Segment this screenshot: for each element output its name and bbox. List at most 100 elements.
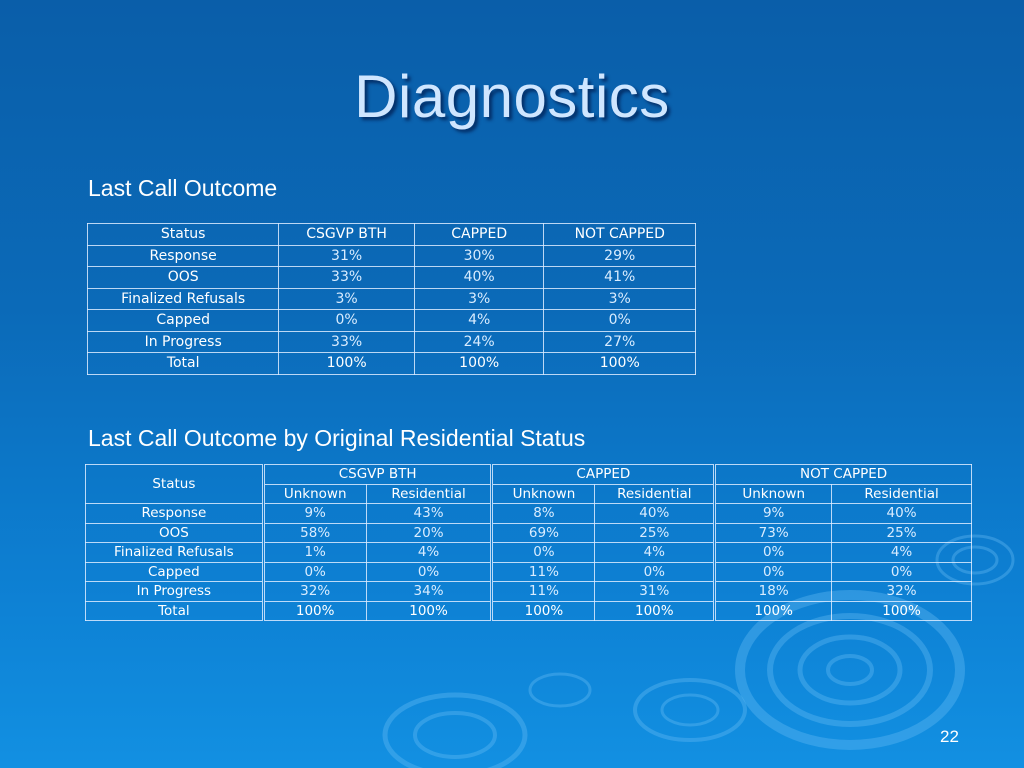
table-cell: 100% — [543, 352, 696, 375]
table-cell: 9% — [713, 503, 833, 524]
table-cell: 100% — [278, 352, 415, 375]
row-label: OOS — [86, 266, 280, 289]
table-cell: 34% — [365, 581, 493, 602]
table-row: Capped 0% 4% 0% — [86, 309, 696, 332]
header-cell: Status — [86, 223, 280, 246]
subheader-cell: Residential — [594, 483, 716, 504]
subheader-cell: Unknown — [713, 483, 833, 504]
table-cell: 0% — [831, 561, 972, 582]
table-cell: 4% — [365, 542, 493, 563]
row-label: Finalized Refusals — [85, 542, 264, 563]
table-cell: 69% — [490, 522, 596, 543]
header-cell: CAPPED — [413, 223, 545, 246]
row-label: Response — [86, 244, 280, 267]
table-cell: 100% — [490, 600, 596, 621]
row-label: Capped — [85, 561, 264, 582]
table-cell: 58% — [261, 522, 367, 543]
table-cell: 25% — [831, 522, 972, 543]
section2-heading: Last Call Outcome by Original Residentia… — [88, 425, 586, 451]
table-cell: 33% — [278, 266, 415, 289]
table-subheader-row: Unknown Residential Unknown Residential … — [86, 483, 972, 504]
table-cell: 3% — [543, 287, 696, 310]
table-cell: 40% — [413, 266, 545, 289]
table-row: Capped 0% 0% 11% 0% 0% 0% — [85, 561, 972, 582]
table-cell: 41% — [543, 266, 696, 289]
table-cell: 100% — [261, 600, 367, 621]
group-header: CAPPED — [490, 464, 716, 485]
table-cell: 100% — [413, 352, 545, 375]
subheader-cell: Unknown — [490, 483, 596, 504]
table-cell: 1% — [261, 542, 367, 563]
table-cell: 3% — [278, 287, 415, 310]
table-row-total: Total 100% 100% 100% — [86, 352, 696, 375]
slide-title: Diagnostics — [354, 63, 670, 130]
group-header: NOT CAPPED — [713, 464, 972, 485]
table-cell: 32% — [261, 581, 367, 602]
table-cell: 0% — [713, 561, 833, 582]
table-cell: 100% — [365, 600, 493, 621]
table-cell: 30% — [413, 244, 545, 267]
table-cell: 3% — [413, 287, 545, 310]
table-cell: 0% — [594, 561, 716, 582]
table-cell: 4% — [413, 309, 545, 332]
table-cell: 9% — [261, 503, 367, 524]
row-label: Finalized Refusals — [86, 287, 280, 310]
table-header-row: Status CSGVP BTH CAPPED NOT CAPPED — [86, 223, 696, 246]
table-row: Response 9% 43% 8% 40% 9% 40% — [85, 503, 972, 524]
table-cell: 31% — [278, 244, 415, 267]
table-row: In Progress 32% 34% 11% 31% 18% 32% — [85, 581, 972, 602]
table-cell: 40% — [594, 503, 716, 524]
table-group-header-row: Status CSGVP BTH CAPPED NOT CAPPED — [85, 464, 972, 504]
table-cell: 33% — [278, 330, 415, 353]
table-cell: 11% — [490, 561, 596, 582]
section1-heading: Last Call Outcome — [88, 175, 278, 201]
table-cell: 31% — [594, 581, 716, 602]
table-cell: 100% — [594, 600, 716, 621]
table-cell: 40% — [831, 503, 972, 524]
table-cell: 0% — [365, 561, 493, 582]
row-label: Response — [85, 503, 264, 524]
table-cell: 43% — [365, 503, 493, 524]
table-cell: 0% — [490, 542, 596, 563]
table-cell: 4% — [594, 542, 716, 563]
row-label: In Progress — [86, 330, 280, 353]
table-cell: 25% — [594, 522, 716, 543]
subheader-cell: Residential — [365, 483, 493, 504]
table-cell: 4% — [831, 542, 972, 563]
table-cell: 18% — [713, 581, 833, 602]
row-label: Total — [86, 352, 280, 375]
table-cell: 20% — [365, 522, 493, 543]
group-header: CSGVP BTH — [261, 464, 493, 485]
header-cell: CSGVP BTH — [278, 223, 415, 246]
table-cell: 100% — [831, 600, 972, 621]
header-cell: NOT CAPPED — [543, 223, 696, 246]
table-row: In Progress 33% 24% 27% — [86, 330, 696, 353]
subheader-cell: Unknown — [261, 483, 367, 504]
table-row: Finalized Refusals 3% 3% 3% — [86, 287, 696, 310]
subheader-cell: Residential — [831, 483, 972, 504]
table-cell: 27% — [543, 330, 696, 353]
page-number: 22 — [940, 727, 959, 746]
table-cell: 32% — [831, 581, 972, 602]
table-row: Finalized Refusals 1% 4% 0% 4% 0% 4% — [85, 542, 972, 563]
table-cell: 0% — [543, 309, 696, 332]
table-cell: 0% — [713, 542, 833, 563]
row-label: Capped — [86, 309, 280, 332]
row-label: In Progress — [85, 581, 264, 602]
table-cell: 29% — [543, 244, 696, 267]
row-label: Total — [85, 600, 264, 621]
table-row-total: Total 100% 100% 100% 100% 100% 100% — [85, 600, 972, 621]
table-cell: 24% — [413, 330, 545, 353]
table-cell: 8% — [490, 503, 596, 524]
table-cell: 11% — [490, 581, 596, 602]
outcome-by-residential-status-table: Status CSGVP BTH CAPPED NOT CAPPED Unkno… — [85, 464, 972, 621]
table-cell: 73% — [713, 522, 833, 543]
row-label: OOS — [85, 522, 264, 543]
table-cell: 0% — [261, 561, 367, 582]
last-call-outcome-table: Status CSGVP BTH CAPPED NOT CAPPED Respo… — [86, 223, 696, 375]
table-cell: 0% — [278, 309, 415, 332]
table-row: Response 31% 30% 29% — [86, 244, 696, 267]
status-header: Status — [85, 464, 264, 504]
table-row: OOS 58% 20% 69% 25% 73% 25% — [85, 522, 972, 543]
table-row: OOS 33% 40% 41% — [86, 266, 696, 289]
